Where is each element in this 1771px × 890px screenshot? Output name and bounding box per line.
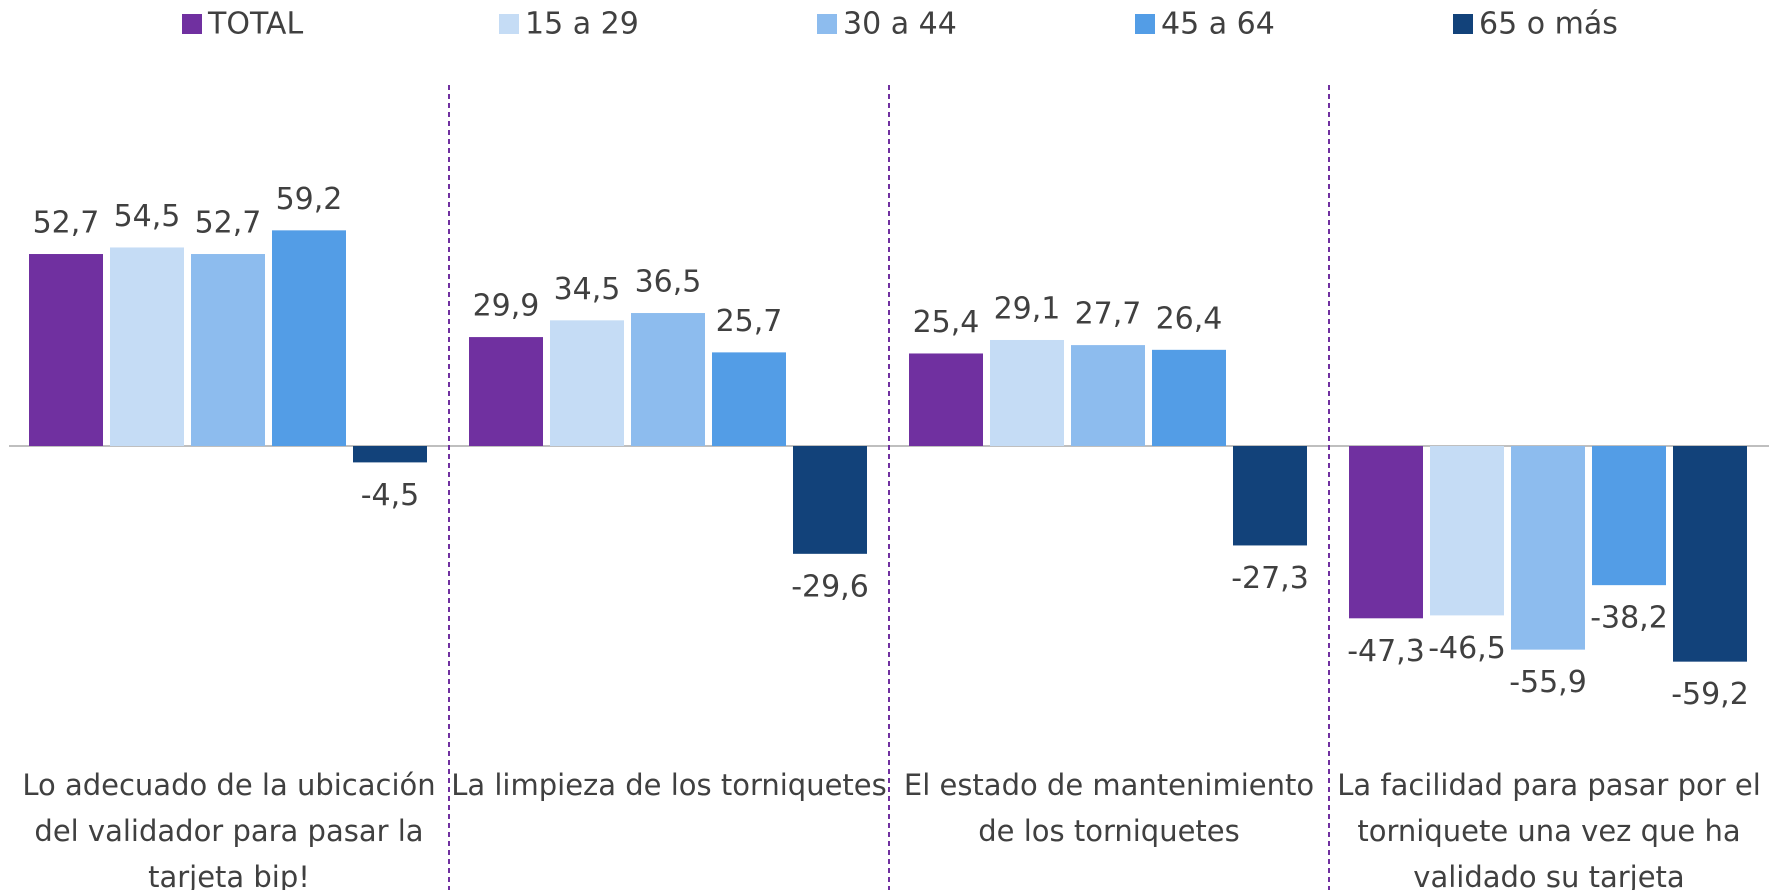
- data-label: -38,2: [1590, 601, 1668, 636]
- bar: [1673, 446, 1747, 662]
- bar: [990, 339, 1064, 446]
- category-label: La limpieza de los torniquetes: [451, 768, 887, 802]
- bar: [1430, 446, 1504, 616]
- legend-label: 15 a 29: [525, 7, 639, 42]
- data-label: 34,5: [554, 272, 621, 307]
- bar: [793, 446, 867, 554]
- legend-label: 30 a 44: [843, 7, 957, 42]
- bar: [550, 320, 624, 446]
- category-label: La facilidad para pasar por el torniquet…: [1337, 768, 1761, 890]
- legend-swatch: [1453, 14, 1473, 34]
- legend-label: TOTAL: [207, 7, 303, 42]
- legend-swatch: [182, 14, 202, 34]
- bar: [469, 337, 543, 446]
- data-label: -55,9: [1509, 665, 1587, 700]
- legend-label: 45 a 64: [1161, 7, 1275, 42]
- data-label: -27,3: [1231, 561, 1309, 596]
- bar: [909, 353, 983, 446]
- bar: [29, 254, 103, 446]
- category-label: El estado de mantenimiento de los torniq…: [903, 768, 1315, 848]
- bar: [1152, 349, 1226, 446]
- data-label: 59,2: [276, 182, 343, 217]
- data-label: -4,5: [361, 478, 420, 513]
- bar: [110, 247, 184, 446]
- bar: [1511, 446, 1585, 650]
- data-label: -46,5: [1428, 631, 1506, 666]
- bar: [1071, 345, 1145, 446]
- legend-swatch: [817, 14, 837, 34]
- bar: [1592, 446, 1666, 586]
- legend-label: 65 o más: [1479, 7, 1618, 42]
- legend-swatch: [1135, 14, 1155, 34]
- data-label: 52,7: [195, 206, 262, 241]
- data-label: -29,6: [791, 569, 869, 604]
- bar: [191, 254, 265, 446]
- legend-swatch: [499, 14, 519, 34]
- bar: [712, 352, 786, 446]
- data-label: 36,5: [635, 265, 702, 300]
- data-label: 26,4: [1156, 301, 1223, 336]
- data-label: -59,2: [1671, 677, 1749, 712]
- bar: [631, 313, 705, 446]
- data-label: 29,9: [473, 289, 540, 324]
- category-label: Lo adecuado de la ubicación del validado…: [22, 768, 436, 890]
- bar: [353, 446, 427, 463]
- bar: [272, 230, 346, 446]
- bar: [1349, 446, 1423, 619]
- data-label: -47,3: [1347, 634, 1425, 669]
- data-label: 25,7: [716, 304, 783, 339]
- data-label: 27,7: [1075, 297, 1142, 332]
- data-label: 54,5: [114, 199, 181, 234]
- bar: [1233, 446, 1307, 546]
- data-label: 29,1: [994, 291, 1061, 326]
- data-label: 52,7: [33, 206, 100, 241]
- data-label: 25,4: [913, 305, 980, 340]
